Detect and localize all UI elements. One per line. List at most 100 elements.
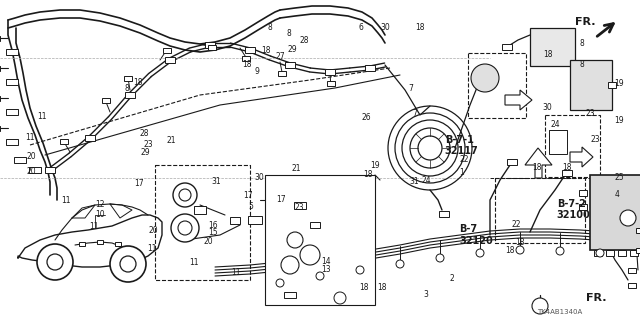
Bar — [97, 240, 103, 244]
Circle shape — [120, 256, 136, 272]
Text: 7: 7 — [413, 109, 418, 118]
Text: 19: 19 — [614, 116, 624, 125]
Text: 8: 8 — [125, 84, 129, 93]
Bar — [115, 242, 121, 246]
Text: TK4AB1340A: TK4AB1340A — [538, 309, 582, 315]
Text: 20: 20 — [148, 226, 158, 235]
Circle shape — [471, 64, 499, 92]
Circle shape — [171, 214, 199, 242]
Text: B-7-2
32100: B-7-2 32100 — [557, 199, 591, 220]
Bar — [545, 115, 600, 177]
Bar — [6, 139, 18, 145]
Text: 10: 10 — [95, 210, 104, 219]
Text: 17: 17 — [134, 179, 144, 188]
Bar — [326, 82, 335, 86]
Text: 18: 18 — [515, 238, 525, 247]
Text: 24: 24 — [550, 120, 560, 129]
Bar — [243, 56, 250, 60]
Text: 14: 14 — [321, 257, 331, 266]
Bar — [502, 44, 512, 50]
Circle shape — [516, 246, 524, 254]
Bar — [245, 47, 255, 53]
Bar — [495, 178, 585, 243]
Text: 20: 20 — [27, 167, 36, 176]
Text: 28: 28 — [140, 129, 149, 138]
Polygon shape — [570, 147, 593, 167]
Text: B-7-1
32117: B-7-1 32117 — [445, 135, 479, 156]
Bar — [590, 175, 640, 250]
Bar — [165, 57, 175, 63]
Bar — [636, 247, 640, 252]
Text: 30: 30 — [543, 103, 552, 112]
Circle shape — [37, 244, 73, 280]
Bar — [636, 228, 640, 233]
Bar — [163, 47, 171, 52]
Text: 20: 20 — [204, 237, 213, 246]
Text: 20: 20 — [27, 152, 36, 161]
Text: 15: 15 — [208, 228, 218, 237]
Text: 21: 21 — [291, 164, 301, 172]
Text: 18: 18 — [261, 46, 271, 55]
Bar — [194, 206, 206, 214]
Text: 16: 16 — [208, 221, 218, 230]
Bar — [630, 250, 638, 256]
Bar — [102, 98, 109, 103]
Bar — [325, 69, 335, 75]
Text: 5: 5 — [248, 202, 253, 211]
Text: 11: 11 — [90, 222, 99, 231]
Text: 18: 18 — [364, 170, 373, 179]
Text: 2: 2 — [449, 274, 454, 283]
Text: 31: 31 — [410, 177, 419, 186]
Bar — [570, 60, 612, 110]
Text: 4: 4 — [614, 190, 620, 199]
Text: 17: 17 — [243, 191, 253, 200]
Text: 22: 22 — [512, 220, 522, 228]
Text: 29: 29 — [288, 45, 298, 54]
Bar — [562, 170, 572, 176]
Text: 18: 18 — [378, 283, 387, 292]
Circle shape — [300, 245, 320, 265]
Bar — [549, 130, 567, 154]
Text: 30: 30 — [381, 23, 390, 32]
Text: 22: 22 — [460, 155, 469, 164]
Text: 13: 13 — [321, 265, 331, 274]
Text: 24: 24 — [421, 176, 431, 185]
Text: 18: 18 — [415, 23, 424, 32]
Circle shape — [110, 246, 146, 282]
Text: 18: 18 — [360, 284, 369, 292]
Bar — [6, 49, 18, 55]
Text: 8: 8 — [579, 39, 584, 48]
Text: 11: 11 — [26, 133, 35, 142]
Bar — [265, 175, 375, 305]
Text: 11: 11 — [189, 258, 198, 267]
Text: 11: 11 — [61, 196, 70, 205]
Text: 19: 19 — [614, 79, 624, 88]
Text: 8: 8 — [268, 23, 272, 32]
Bar — [6, 109, 18, 115]
Circle shape — [178, 221, 192, 235]
Text: 29: 29 — [141, 148, 150, 156]
Bar — [278, 71, 286, 76]
Bar — [618, 250, 626, 256]
Bar — [207, 45, 216, 50]
Bar — [155, 165, 250, 280]
Circle shape — [316, 272, 324, 280]
Circle shape — [476, 249, 484, 257]
Circle shape — [276, 279, 284, 287]
Text: 12: 12 — [95, 200, 104, 209]
Text: 11: 11 — [37, 112, 47, 121]
Text: 25: 25 — [614, 173, 624, 182]
Bar — [468, 53, 526, 118]
Text: 18: 18 — [506, 246, 515, 255]
Text: 6: 6 — [358, 23, 364, 32]
Bar — [14, 157, 26, 163]
Circle shape — [47, 254, 63, 270]
Text: 7: 7 — [408, 84, 413, 93]
Text: 23: 23 — [590, 135, 600, 144]
Text: 18: 18 — [242, 60, 252, 69]
Text: 18: 18 — [543, 50, 552, 59]
Bar — [530, 28, 575, 66]
Bar — [60, 139, 68, 144]
Text: 31: 31 — [211, 177, 221, 186]
Bar — [124, 76, 132, 81]
